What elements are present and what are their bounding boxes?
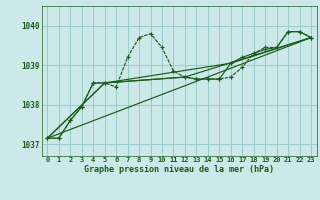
X-axis label: Graphe pression niveau de la mer (hPa): Graphe pression niveau de la mer (hPa) [84,165,274,174]
